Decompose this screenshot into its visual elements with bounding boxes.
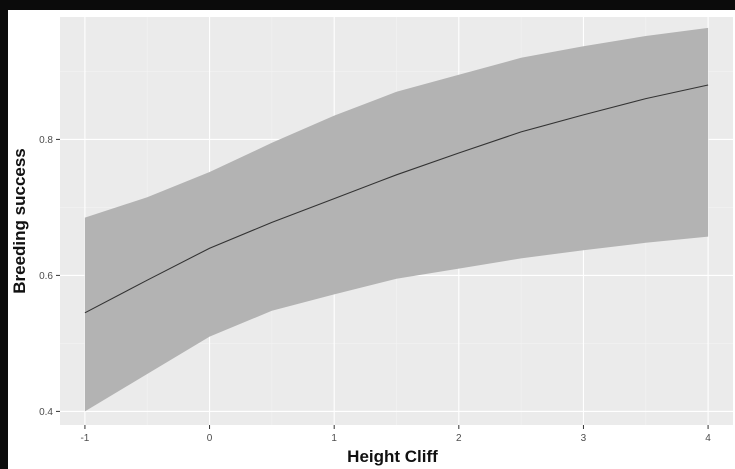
x-tick-label: 1 <box>331 433 337 444</box>
x-axis-title: Height Cliff <box>347 447 438 466</box>
x-tick-label: 0 <box>207 433 213 444</box>
y-axis-ticks: 0.4 0.6 0.8 <box>39 135 60 418</box>
y-tick-label: 0.6 <box>39 271 53 282</box>
y-tick-label: 0.8 <box>39 135 53 146</box>
left-border <box>0 0 8 469</box>
x-axis-ticks: -1 0 1 2 3 4 <box>80 425 711 444</box>
top-border <box>0 0 735 10</box>
x-tick-label: 3 <box>581 433 587 444</box>
y-axis-title: Breeding success <box>10 148 29 294</box>
fit-line <box>84 84 709 314</box>
x-tick-label: -1 <box>80 433 89 444</box>
x-tick-label: 4 <box>705 433 711 444</box>
y-tick-label: 0.4 <box>39 407 53 418</box>
x-tick-label: 2 <box>456 433 462 444</box>
